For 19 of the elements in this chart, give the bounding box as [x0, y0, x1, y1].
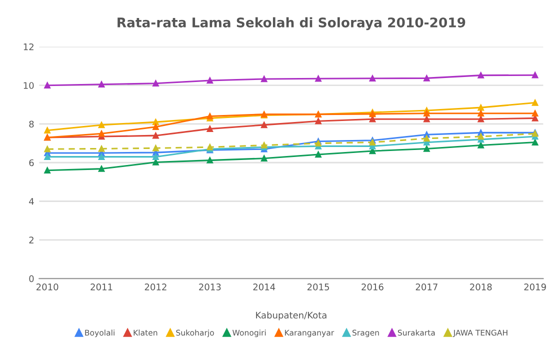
y-tick-label: 0: [29, 275, 34, 282]
x-tick-label: 2011: [90, 284, 112, 290]
x-tick-label: 2017: [416, 284, 438, 290]
x-axis-title: Kabupaten/Kota: [256, 312, 326, 320]
x-tick-label: 2019: [524, 284, 546, 290]
chart-title: Rata-rata Lama Sekolah di Soloraya 2010-2019: [118, 17, 466, 30]
y-tick-label: 8: [29, 120, 34, 128]
y-tick-label: 6: [29, 159, 34, 166]
y-tick-label: 2: [29, 236, 34, 244]
x-tick-label: 2013: [199, 284, 221, 290]
y-tick-label: 10: [24, 82, 34, 89]
x-tick-label: 2014: [253, 284, 276, 290]
x-tick-label: 2012: [144, 284, 166, 290]
x-tick-label: 2015: [307, 284, 329, 290]
x-tick-label: 2018: [470, 284, 492, 290]
y-tick-label: 12: [24, 43, 34, 50]
x-tick-label: 2016: [362, 284, 384, 290]
x-tick-label: 2010: [36, 284, 58, 290]
y-tick-label: 4: [29, 198, 34, 205]
